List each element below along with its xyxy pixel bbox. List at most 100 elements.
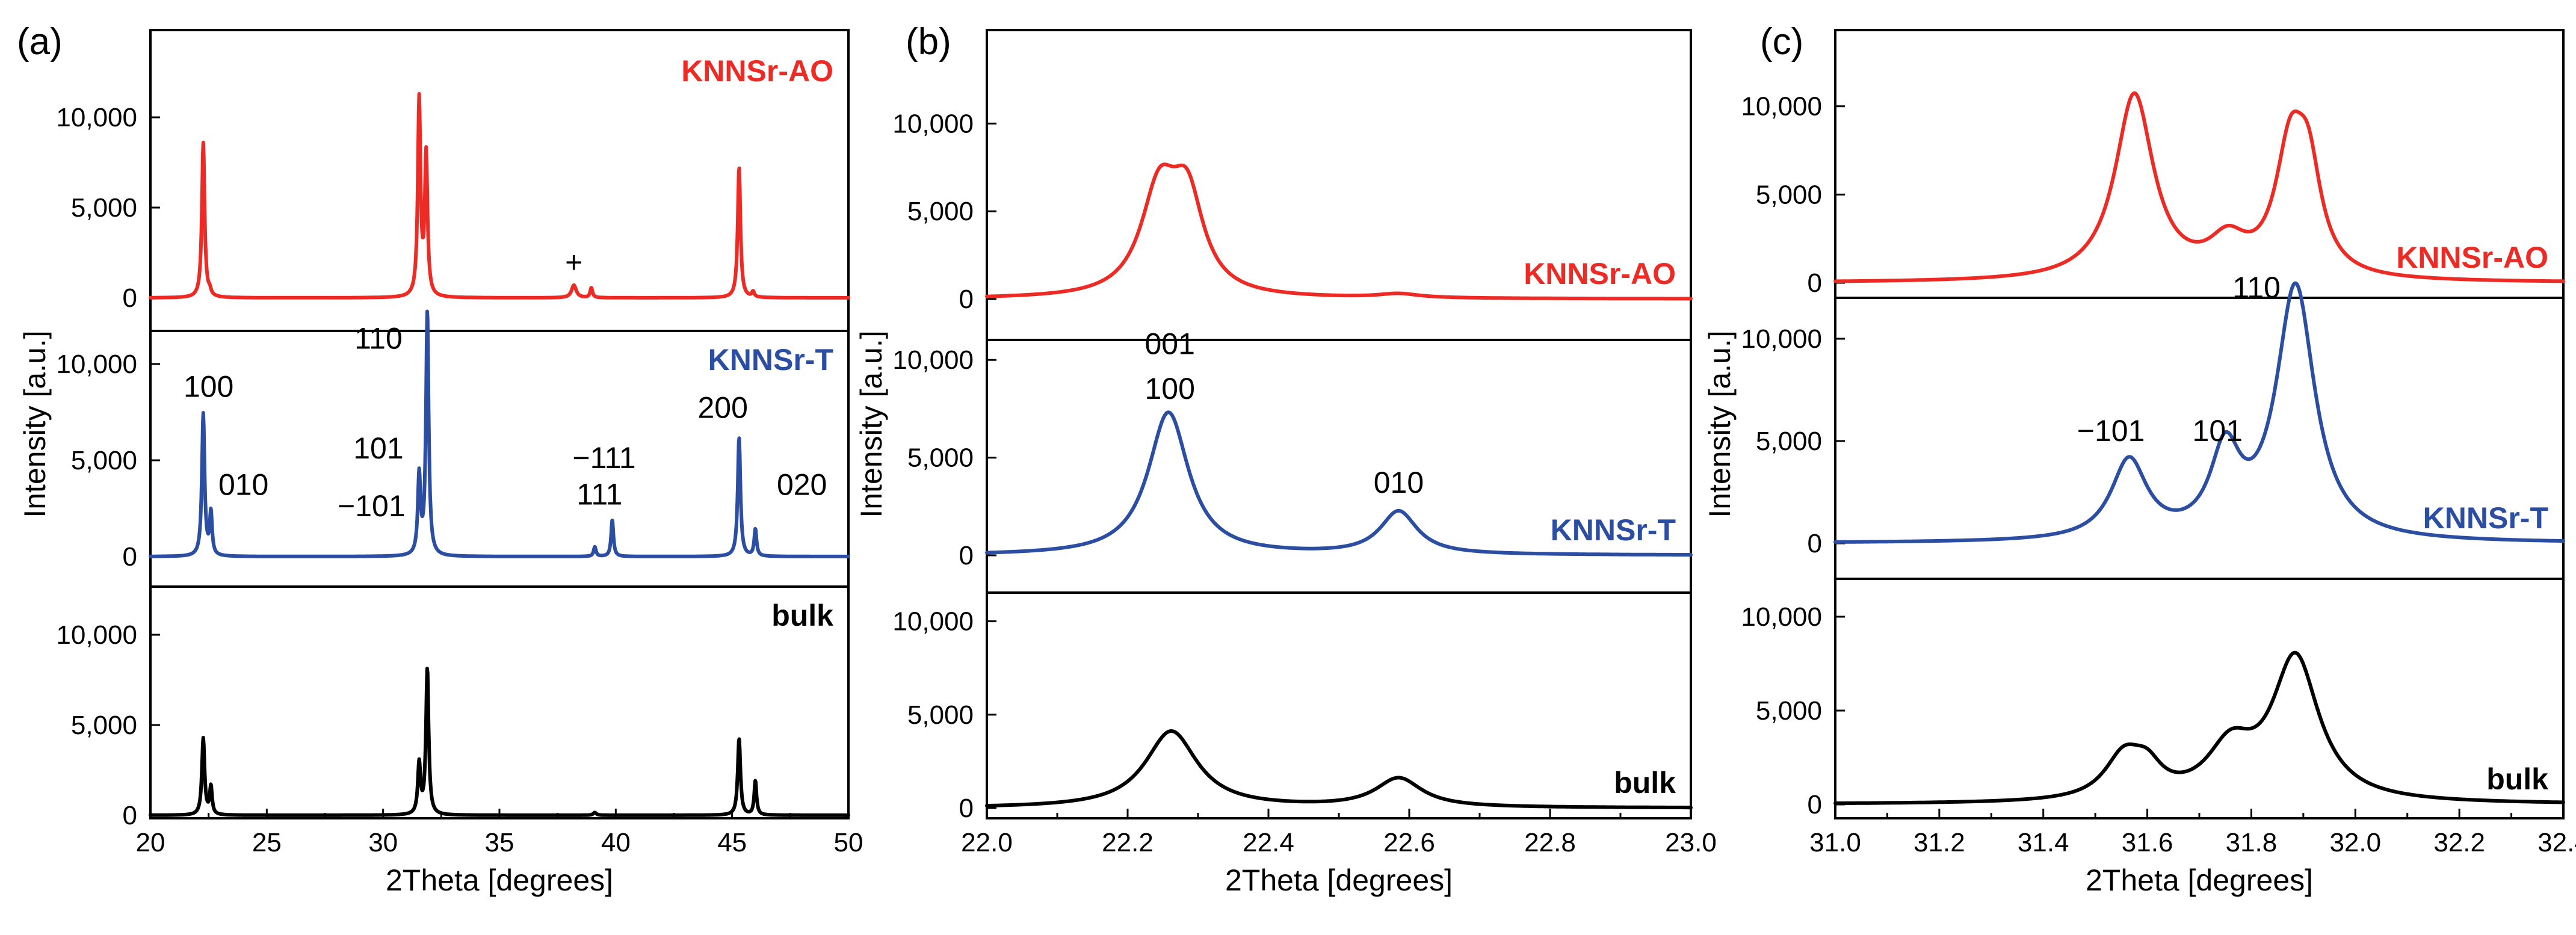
series-knnsr-t: 0 5,000 10,000 KNNSr-T — [56, 309, 850, 572]
peak-annotation-111: −111 — [572, 441, 635, 475]
x-tick-label-31-8: 31.8 — [2226, 828, 2278, 857]
y-tick-label-10-000: 10,000 — [56, 620, 137, 650]
x-tick-label-22-6: 22.6 — [1383, 828, 1435, 857]
x-tick-label-31-0: 31.0 — [1809, 828, 1861, 857]
peak-annotation-plus: + — [565, 245, 582, 279]
x-tick-label-31-4: 31.4 — [2018, 828, 2069, 857]
y-tick-label-5-000: 5,000 — [907, 197, 974, 226]
peak-annotation-101: −101 — [338, 489, 406, 523]
y-tick-label-5-000: 5,000 — [1756, 427, 1822, 456]
panel-label: (c) — [1760, 21, 1803, 63]
series-label-knnsr-t: KNNSr-T — [708, 343, 833, 377]
y-tick-label-0: 0 — [123, 542, 137, 572]
y-tick-label-5-000: 5,000 — [1756, 180, 1822, 209]
y-tick-label-10-000: 10,000 — [56, 103, 137, 132]
y-tick-label-0: 0 — [1808, 790, 1822, 819]
x-tick-label-40: 40 — [601, 828, 631, 857]
y-tick-label-10-000: 10,000 — [1741, 92, 1822, 122]
x-tick-label-35: 35 — [485, 828, 514, 857]
peak-annotation-110: 110 — [2232, 271, 2281, 304]
x-axis-title: 2Theta [degrees] — [2086, 863, 2313, 897]
x-tick-label-32-0: 32.0 — [2329, 828, 2381, 857]
x-tick-label-22-4: 22.4 — [1243, 828, 1294, 857]
y-tick-label-5-000: 5,000 — [71, 711, 137, 740]
x-tick-label-31-6: 31.6 — [2122, 828, 2173, 857]
series-label-knnsr-ao: KNNSr-AO — [1524, 257, 1676, 291]
series-line-knnsr-t — [149, 309, 850, 558]
x-tick-label-22-0: 22.0 — [961, 828, 1013, 857]
peak-annotation-111: 111 — [576, 478, 622, 511]
y-axis-title: Intensity [a.u.] — [854, 330, 888, 517]
peak-annotation-010: 010 — [1374, 466, 1424, 499]
x-tick-label-30: 30 — [368, 828, 398, 857]
x-tick-label-32-4: 32.4 — [2537, 828, 2576, 857]
panel-c: (c) 31.0 31.2 31.4 31.6 31.8 32.0 32.2 32.4 2Thet… — [1703, 21, 2576, 897]
series-knnsr-ao: 0 5,000 10,000 KNNSr-AO — [1741, 91, 2565, 298]
series-label-knnsr-t: KNNSr-T — [1551, 513, 1676, 547]
x-tick-label-50: 50 — [834, 828, 863, 857]
peak-annotation-001: 001 — [1144, 327, 1194, 360]
y-axis-title: Intensity [a.u.] — [18, 330, 52, 517]
peak-annotation-010: 010 — [218, 468, 268, 502]
y-tick-label-0: 0 — [959, 794, 974, 823]
y-tick-label-10-000: 10,000 — [1741, 324, 1822, 354]
x-tick-label-22-2: 22.2 — [1102, 828, 1154, 857]
x-axis-title: 2Theta [degrees] — [386, 863, 613, 897]
peak-annotation-020: 020 — [777, 468, 827, 502]
y-tick-label-5-000: 5,000 — [907, 443, 974, 473]
y-tick-label-10-000: 10,000 — [892, 109, 974, 138]
x-tick-label-22-8: 22.8 — [1524, 828, 1576, 857]
x-axis-title: 2Theta [degrees] — [1225, 863, 1453, 897]
peak-annotation-100: 100 — [1144, 372, 1194, 406]
y-tick-label-0: 0 — [123, 283, 137, 313]
y-tick-label-5-000: 5,000 — [71, 446, 137, 475]
y-tick-label-10-000: 10,000 — [892, 345, 974, 375]
plot-frame — [986, 29, 1692, 819]
series-bulk: 0 5,000 10,000 bulk — [56, 599, 850, 830]
series-bulk: 0 5,000 10,000 bulk — [1741, 602, 2565, 819]
series-label-knnsr-ao: KNNSr-AO — [2396, 241, 2548, 274]
series-line-bulk — [985, 729, 1693, 810]
x-tick-label-31-2: 31.2 — [1913, 828, 1965, 857]
x-tick-label-25: 25 — [252, 828, 282, 857]
peak-annotation-101: 101 — [353, 431, 403, 465]
panel-label: (b) — [906, 21, 951, 63]
peak-annotation-101: −101 — [2077, 414, 2145, 448]
y-tick-label-0: 0 — [959, 285, 974, 314]
series-bulk: 0 5,000 10,000 bulk — [892, 607, 1693, 823]
y-tick-label-0: 0 — [1808, 268, 1822, 298]
y-tick-label-0: 0 — [123, 801, 137, 830]
series-line-knnsr-t — [1833, 281, 2565, 544]
series-label-knnsr-t: KNNSr-T — [2423, 501, 2548, 535]
series-label-bulk: bulk — [2486, 762, 2548, 796]
peak-annotation-100: 100 — [184, 369, 233, 403]
series-label-knnsr-ao: KNNSr-AO — [681, 54, 833, 88]
x-tick-label-45: 45 — [717, 828, 747, 857]
x-tick-label-20: 20 — [136, 828, 165, 857]
y-tick-label-5-000: 5,000 — [1756, 696, 1822, 726]
y-axis-title: Intensity [a.u.] — [1703, 330, 1737, 517]
series-line-knnsr-t — [985, 410, 1693, 557]
series-knnsr-ao: 0 5,000 10,000 KNNSr-AO — [892, 109, 1693, 314]
y-tick-label-10-000: 10,000 — [56, 350, 137, 379]
y-tick-label-5-000: 5,000 — [71, 193, 137, 223]
series-knnsr-ao: 0 5,000 10,000 KNNSr-AO — [56, 54, 850, 313]
y-tick-label-0: 0 — [1808, 529, 1822, 558]
series-line-knnsr-ao — [985, 162, 1693, 301]
series-line-bulk — [149, 667, 850, 817]
y-tick-label-5-000: 5,000 — [907, 700, 974, 730]
y-tick-label-10-000: 10,000 — [1741, 602, 1822, 632]
series-line-knnsr-ao — [1833, 91, 2565, 283]
panel-b: (b) 22.0 22.2 22.4 22.6 22.8 23.0 2Theta [degre… — [854, 21, 1717, 897]
peak-annotation-101: 101 — [2193, 414, 2243, 448]
peak-annotation-200: 200 — [697, 391, 747, 425]
series-line-knnsr-ao — [149, 91, 850, 300]
panel-a: (a) 20 25 30 35 40 45 50 2Theta [degrees] Intensi… — [17, 21, 863, 897]
series-knnsr-t: 0 5,000 10,000 KNNSr-T — [1741, 281, 2565, 558]
series-knnsr-t: 0 5,000 10,000 KNNSr-T — [892, 345, 1693, 570]
series-label-bulk: bulk — [771, 599, 833, 632]
y-tick-label-10-000: 10,000 — [892, 607, 974, 637]
series-line-bulk — [1833, 650, 2565, 806]
x-tick-label-23-0: 23.0 — [1665, 828, 1717, 857]
